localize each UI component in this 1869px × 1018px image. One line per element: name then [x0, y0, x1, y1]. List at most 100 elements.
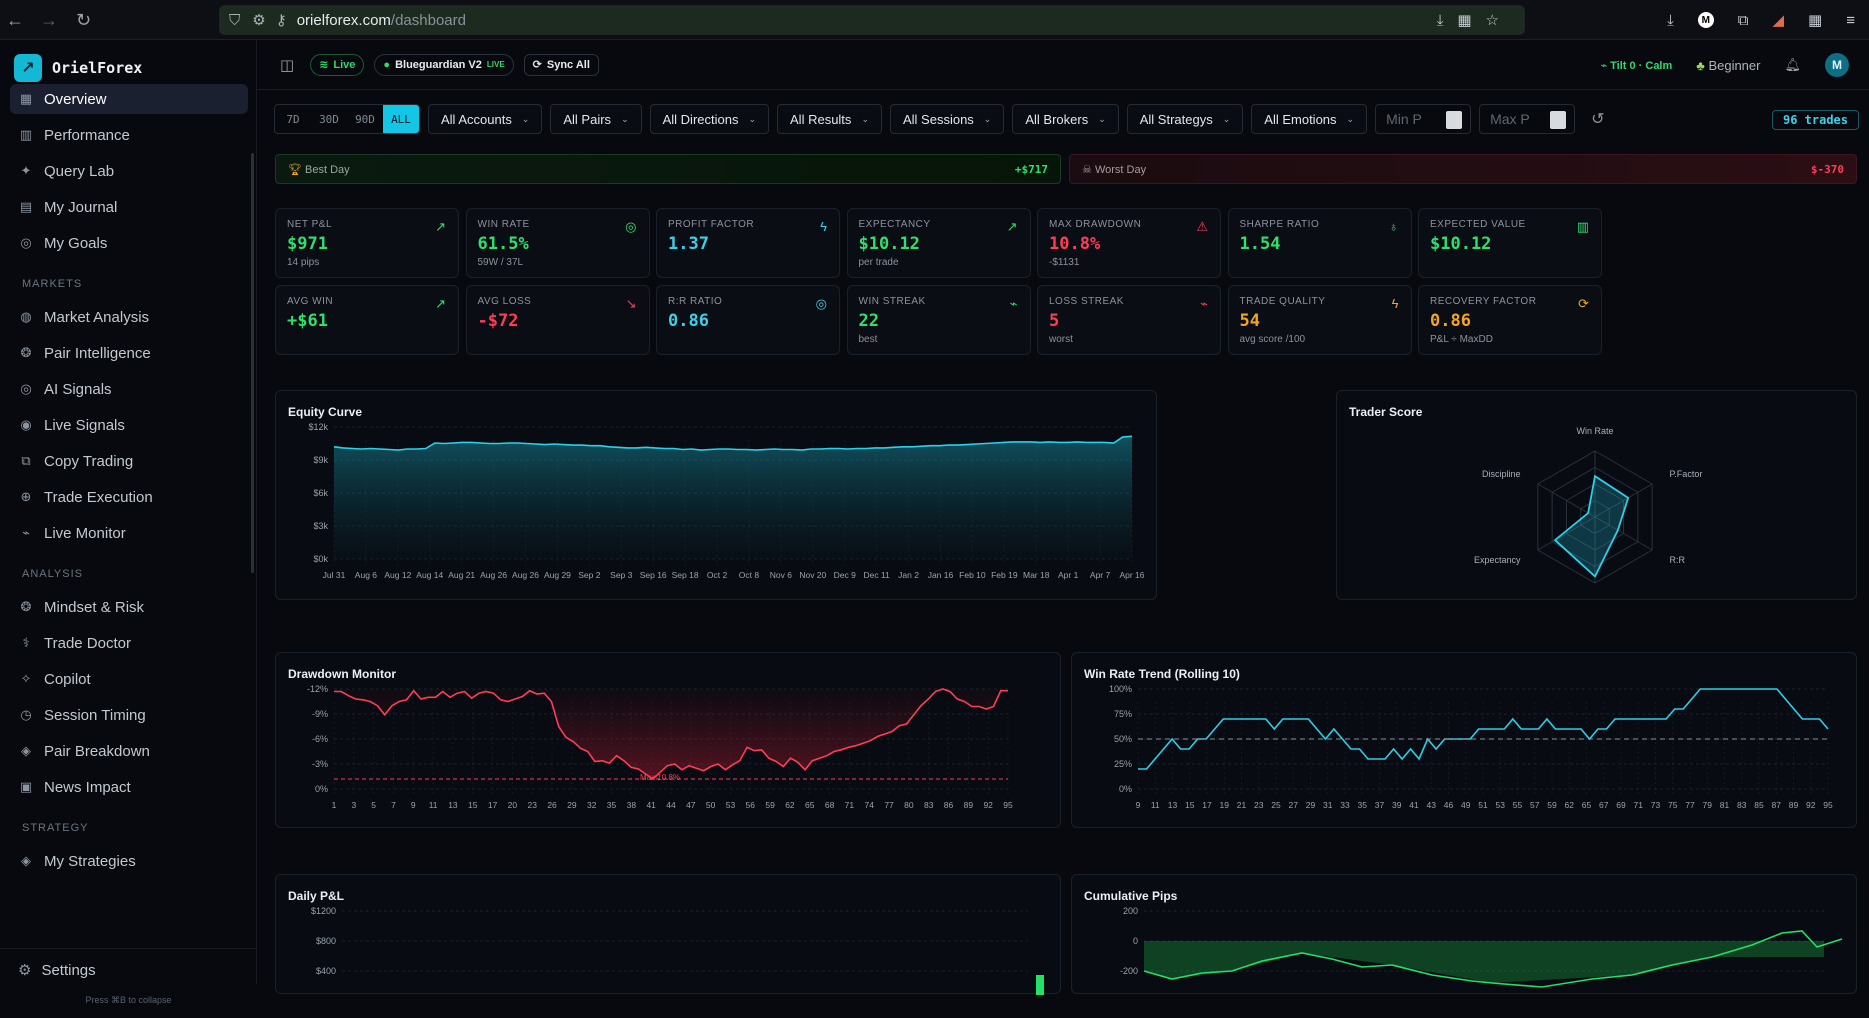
filter-label: All Accounts: [441, 111, 512, 127]
target-icon: ◎: [20, 381, 32, 396]
x-tick-label: 86: [944, 800, 954, 810]
max-pips-input[interactable]: Max P: [1479, 104, 1576, 134]
range-30d[interactable]: 30D: [319, 112, 339, 126]
reset-icon[interactable]: ↺: [1591, 111, 1605, 128]
sidebar-item-mindset-risk[interactable]: ❂ Mindset & Risk: [10, 592, 248, 622]
filter-all-emotions[interactable]: All Emotions ⌄: [1251, 104, 1368, 134]
extensions-icon[interactable]: ⧉: [1737, 11, 1749, 29]
sidebar-item-my-journal[interactable]: ▤ My Journal: [10, 192, 248, 222]
x-tick-label: Aug 6: [355, 570, 377, 580]
sidebar-item-trade-doctor[interactable]: ⚕ Trade Doctor: [10, 628, 248, 658]
filter-all-directions[interactable]: All Directions ⌄: [649, 104, 770, 134]
sidebar-item-performance[interactable]: ▥ Performance: [10, 120, 248, 150]
skull-icon: ☠: [1082, 163, 1092, 176]
pulse-icon: ⌁: [1200, 296, 1208, 311]
profile-m-icon[interactable]: M: [1697, 12, 1714, 28]
x-tick-label: 75: [1668, 800, 1678, 810]
drawdown-chart[interactable]: 0%-3%-6%-9%-12%1 3 5 7 9 11 13 15 17 20 23 26 29 32 35…: [276, 653, 1060, 827]
bar-chart-icon: ▥: [1576, 219, 1589, 234]
sidebar-toggle-icon[interactable]: ◫: [280, 56, 295, 74]
settings-link[interactable]: ⚙ Settings: [18, 961, 239, 980]
download-icon[interactable]: ⤓: [1667, 11, 1674, 29]
stat-sub: avg score /100: [1239, 334, 1306, 345]
sidebar-item-live-signals[interactable]: ◉ Live Signals: [10, 410, 248, 440]
account-selector[interactable]: ● Blueguardian V2 LIVE: [374, 53, 514, 76]
spinner-icon[interactable]: [1550, 111, 1567, 129]
sidebar-scrollbar[interactable]: [251, 153, 254, 573]
bell-icon[interactable]: 🔔︎: [1784, 57, 1801, 72]
level-badge[interactable]: ♣ Beginner: [1696, 58, 1760, 73]
forward-icon[interactable]: →: [40, 9, 58, 30]
trend-up-icon: ↗: [435, 219, 446, 234]
spinner-icon[interactable]: [1446, 111, 1463, 129]
sidebar-item-query-lab[interactable]: ✦ Query Lab: [10, 156, 248, 186]
x-tick-label: 29: [1306, 800, 1316, 810]
stat-label: EXPECTED VALUE: [1430, 219, 1526, 230]
sidebar-item-news-impact[interactable]: ▣ News Impact: [10, 772, 248, 802]
filter-all-sessions[interactable]: All Sessions ⌄: [889, 104, 1005, 134]
trophy-icon: 🏆︎: [288, 163, 302, 176]
apps-icon[interactable]: ▦: [1808, 12, 1823, 29]
sidebar-item-label: My Journal: [44, 198, 118, 216]
sidebar-item-copy-trading[interactable]: ⧉ Copy Trading: [10, 446, 248, 476]
range-all[interactable]: ALL: [383, 105, 419, 133]
y-tick-label: $0k: [313, 554, 328, 564]
sidebar-item-my-strategies[interactable]: ◈ My Strategies: [10, 846, 248, 876]
sidebar-item-overview[interactable]: ▦ Overview: [10, 84, 248, 114]
sidebar-item-my-goals[interactable]: ◎ My Goals: [10, 228, 248, 258]
daily-pnl-chart[interactable]: $1200 $800 $400: [276, 875, 1060, 995]
x-tick-label: Dec 9: [834, 570, 856, 580]
live-status-pill[interactable]: ≋ Live: [310, 53, 365, 76]
sidebar-section-markets: MARKETS: [22, 278, 83, 290]
brand-logo[interactable]: ↗ OrielForex: [14, 54, 142, 82]
pulse-icon: ⌁: [22, 525, 30, 540]
url-actions[interactable]: ⤓▦☆: [1436, 12, 1513, 29]
stat-card-recovery-factor: RECOVERY FACTOR 0.86 P&L ÷ MaxDD ⟳: [1418, 285, 1602, 355]
back-icon[interactable]: ←: [6, 9, 24, 30]
trader-score-radar[interactable]: Win Rate P.Factor R:R Consistency Expectancy…: [1337, 391, 1856, 599]
filter-all-accounts[interactable]: All Accounts ⌄: [428, 104, 543, 134]
stat-label: LOSS STREAK: [1049, 296, 1124, 307]
filter-all-pairs[interactable]: All Pairs ⌄: [550, 104, 642, 134]
sidebar-item-session-timing[interactable]: ◷ Session Timing: [10, 700, 248, 730]
range-90d[interactable]: 90D: [355, 112, 375, 126]
stat-card-avg-loss: AVG LOSS -$72 ↘: [465, 285, 650, 355]
x-tick-label: 1: [332, 800, 337, 810]
sidebar-item-label: Live Signals: [44, 416, 125, 434]
x-tick-label: 39: [1392, 800, 1402, 810]
cumulative-pips-chart[interactable]: 200 0 -200: [1072, 875, 1856, 995]
sidebar-item-label: Copy Trading: [44, 452, 134, 470]
sidebar-item-label: Mindset & Risk: [44, 598, 145, 616]
megaphone-icon[interactable]: ◢: [1772, 12, 1785, 29]
sidebar-item-ai-signals[interactable]: ◎ AI Signals: [10, 374, 248, 404]
url-bar[interactable]: ⛉ ⚙ ⚷ orielforex.com/dashboard ⤓▦☆: [219, 5, 1525, 35]
sync-label: Sync All: [546, 58, 590, 71]
filter-all-brokers[interactable]: All Brokers ⌄: [1012, 104, 1119, 134]
filter-all-strategys[interactable]: All Strategys ⌄: [1126, 104, 1244, 134]
x-tick-label: 38: [627, 800, 637, 810]
sync-all-button[interactable]: ⟳ Sync All: [523, 53, 599, 76]
sidebar-item-live-monitor[interactable]: ⌁ Live Monitor: [10, 518, 248, 548]
site-settings-icon[interactable]: ⚙: [252, 12, 266, 29]
sidebar-item-pair-intelligence[interactable]: ❂ Pair Intelligence: [10, 338, 248, 368]
range-7d[interactable]: 7D: [286, 112, 300, 126]
reload-icon[interactable]: ↻: [76, 9, 92, 30]
winrate-chart[interactable]: 0% 25% 50% 75% 100% 9 11 13 15 17 19 21 23 25 27 29 31 33…: [1072, 653, 1856, 827]
stat-sub: P&L ÷ MaxDD: [1430, 334, 1493, 345]
menu-icon[interactable]: ≡: [1846, 11, 1855, 29]
equity-chart[interactable]: $0k $3k $6k $9k $12k Jul 31 Aug 6 Aug 12 Aug 14 A…: [276, 391, 1156, 599]
filter-all-results[interactable]: All Results ⌄: [777, 104, 882, 134]
stat-card-win-streak: WIN STREAK 22 best ⌁: [846, 285, 1031, 355]
status-dot-icon: ●: [383, 58, 391, 71]
sidebar-item-pair-breakdown[interactable]: ◈ Pair Breakdown: [10, 736, 248, 766]
x-tick-label: 55: [1513, 800, 1523, 810]
sidebar-item-trade-execution[interactable]: ⊕ Trade Execution: [10, 482, 248, 512]
min-pips-input[interactable]: Min P: [1375, 104, 1472, 134]
avatar[interactable]: M: [1825, 53, 1849, 77]
sidebar-item-market-analysis[interactable]: ◍ Market Analysis: [10, 302, 248, 332]
tilt-status[interactable]: ⌁ Tilt 0 · Calm: [1600, 59, 1673, 72]
sidebar-item-copilot[interactable]: ✧ Copilot: [10, 664, 248, 694]
stat-value: 22: [858, 311, 879, 331]
x-tick-label: 41: [646, 800, 656, 810]
x-tick-label: 53: [1496, 800, 1506, 810]
